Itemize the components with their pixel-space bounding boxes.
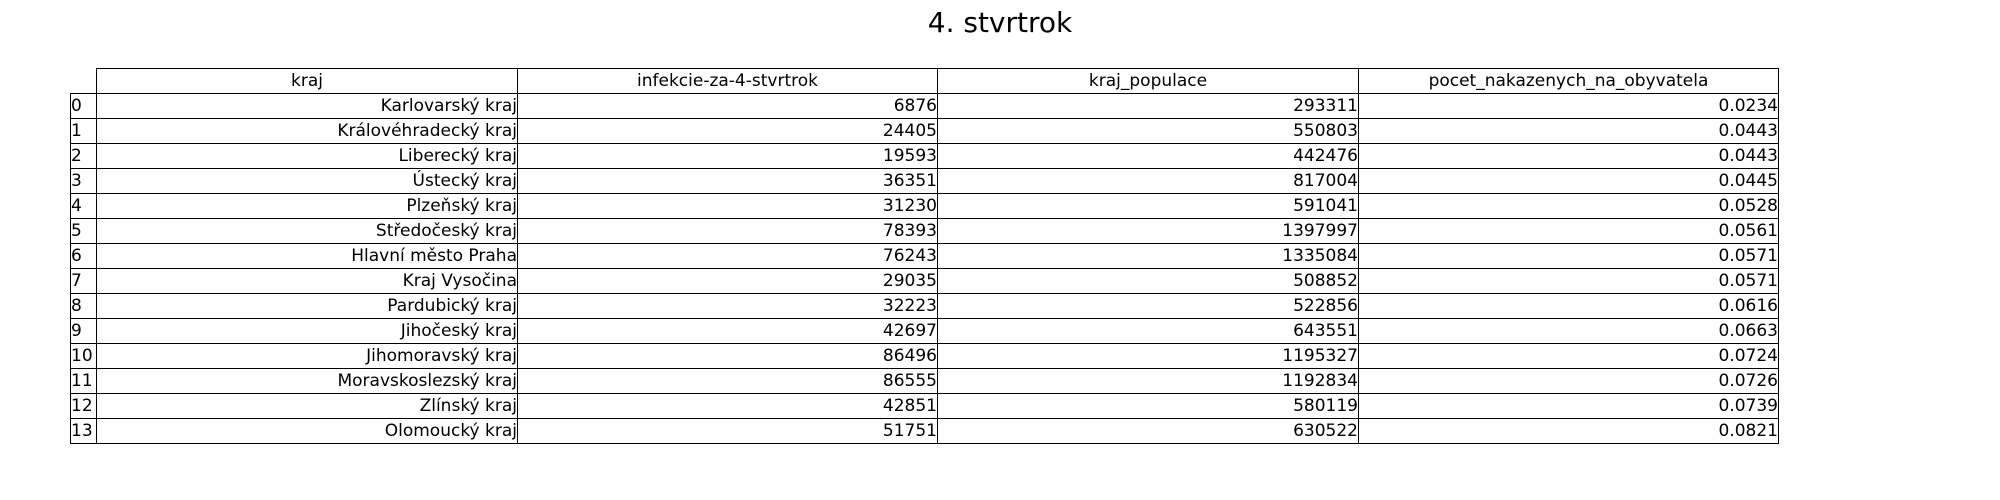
table-row: 0 Karlovarský kraj 6876 293311 0.0234 [70, 93, 1779, 119]
table-row: 8 Pardubický kraj 32223 522856 0.0616 [70, 293, 1779, 319]
kraj-cell: Středočeský kraj [96, 218, 518, 244]
infekcie-cell: 42697 [517, 318, 938, 344]
infekcie-cell: 19593 [517, 143, 938, 169]
pocet-cell: 0.0571 [1358, 268, 1779, 294]
pocet-cell: 0.0821 [1358, 418, 1779, 444]
populace-cell: 293311 [937, 93, 1359, 119]
populace-cell: 508852 [937, 268, 1359, 294]
populace-cell: 1195327 [937, 343, 1359, 369]
kraj-cell: Jihočeský kraj [96, 318, 518, 344]
row-index-cell: 2 [70, 143, 97, 169]
populace-cell: 580119 [937, 393, 1359, 419]
populace-cell: 1335084 [937, 243, 1359, 269]
pocet-cell: 0.0663 [1358, 318, 1779, 344]
table-row: 9 Jihočeský kraj 42697 643551 0.0663 [70, 318, 1779, 344]
row-index-cell: 7 [70, 268, 97, 294]
infekcie-cell: 86555 [517, 368, 938, 394]
table-row: 5 Středočeský kraj 78393 1397997 0.0561 [70, 218, 1779, 244]
table-row: 7 Kraj Vysočina 29035 508852 0.0571 [70, 268, 1779, 294]
row-index-cell: 0 [70, 93, 97, 119]
row-index-cell: 8 [70, 293, 97, 319]
row-index-cell: 10 [70, 343, 97, 369]
column-header-populace: kraj_populace [937, 68, 1359, 94]
column-header-infekcie: infekcie-za-4-stvrtrok [517, 68, 938, 94]
table-row: 2 Liberecký kraj 19593 442476 0.0443 [70, 143, 1779, 169]
row-index-cell: 5 [70, 218, 97, 244]
populace-cell: 591041 [937, 193, 1359, 219]
populace-cell: 442476 [937, 143, 1359, 169]
kraj-cell: Moravskoslezský kraj [96, 368, 518, 394]
infekcie-cell: 51751 [517, 418, 938, 444]
row-index-cell: 12 [70, 393, 97, 419]
row-index-cell: 3 [70, 168, 97, 194]
table-row: 13 Olomoucký kraj 51751 630522 0.0821 [70, 418, 1779, 444]
header-row: kraj infekcie-za-4-stvrtrok kraj_populac… [71, 68, 1779, 94]
populace-cell: 1192834 [937, 368, 1359, 394]
infekcie-cell: 6876 [517, 93, 938, 119]
infekcie-cell: 78393 [517, 218, 938, 244]
kraj-cell: Jihomoravský kraj [96, 343, 518, 369]
pocet-cell: 0.0739 [1358, 393, 1779, 419]
populace-cell: 550803 [937, 118, 1359, 144]
pocet-cell: 0.0528 [1358, 193, 1779, 219]
row-index-cell: 4 [70, 193, 97, 219]
table-row: 11 Moravskoslezský kraj 86555 1192834 0.0726 [70, 368, 1779, 394]
infekcie-cell: 76243 [517, 243, 938, 269]
populace-cell: 817004 [937, 168, 1359, 194]
column-header-kraj: kraj [96, 68, 518, 94]
table-row: 4 Plzeňský kraj 31230 591041 0.0528 [70, 193, 1779, 219]
infekcie-cell: 29035 [517, 268, 938, 294]
pocet-cell: 0.0443 [1358, 143, 1779, 169]
infekcie-cell: 31230 [517, 193, 938, 219]
pocet-cell: 0.0724 [1358, 343, 1779, 369]
table-row: 3 Ústecký kraj 36351 817004 0.0445 [70, 168, 1779, 194]
kraj-cell: Liberecký kraj [96, 143, 518, 169]
table-row: 1 Královéhradecký kraj 24405 550803 0.0443 [70, 118, 1779, 144]
data-table: kraj infekcie-za-4-stvrtrok kraj_populac… [70, 68, 1779, 444]
pocet-cell: 0.0234 [1358, 93, 1779, 119]
table-row: 10 Jihomoravský kraj 86496 1195327 0.0724 [70, 343, 1779, 369]
pocet-cell: 0.0445 [1358, 168, 1779, 194]
infekcie-cell: 32223 [517, 293, 938, 319]
populace-cell: 643551 [937, 318, 1359, 344]
table-row: 6 Hlavní město Praha 76243 1335084 0.0571 [70, 243, 1779, 269]
column-header-pocet: pocet_nakazenych_na_obyvatela [1358, 68, 1779, 94]
pocet-cell: 0.0443 [1358, 118, 1779, 144]
table-body: 0 Karlovarský kraj 6876 293311 0.0234 1 Králov… [70, 93, 1779, 444]
corner-cell [71, 69, 97, 94]
populace-cell: 1397997 [937, 218, 1359, 244]
kraj-cell: Ústecký kraj [96, 168, 518, 194]
infekcie-cell: 24405 [517, 118, 938, 144]
chart-title: 4. stvrtrok [927, 6, 1073, 39]
row-index-cell: 1 [70, 118, 97, 144]
kraj-cell: Olomoucký kraj [96, 418, 518, 444]
pocet-cell: 0.0571 [1358, 243, 1779, 269]
row-index-cell: 13 [70, 418, 97, 444]
kraj-cell: Hlavní město Praha [96, 243, 518, 269]
row-index-cell: 6 [70, 243, 97, 269]
pocet-cell: 0.0561 [1358, 218, 1779, 244]
pocet-cell: 0.0616 [1358, 293, 1779, 319]
row-index-cell: 9 [70, 318, 97, 344]
populace-cell: 630522 [937, 418, 1359, 444]
pocet-cell: 0.0726 [1358, 368, 1779, 394]
infekcie-cell: 36351 [517, 168, 938, 194]
kraj-cell: Pardubický kraj [96, 293, 518, 319]
kraj-cell: Karlovarský kraj [96, 93, 518, 119]
row-index-cell: 11 [70, 368, 97, 394]
populace-cell: 522856 [937, 293, 1359, 319]
kraj-cell: Kraj Vysočina [96, 268, 518, 294]
infekcie-cell: 42851 [517, 393, 938, 419]
kraj-cell: Zlínský kraj [96, 393, 518, 419]
table-row: 12 Zlínský kraj 42851 580119 0.0739 [70, 393, 1779, 419]
kraj-cell: Královéhradecký kraj [96, 118, 518, 144]
kraj-cell: Plzeňský kraj [96, 193, 518, 219]
infekcie-cell: 86496 [517, 343, 938, 369]
